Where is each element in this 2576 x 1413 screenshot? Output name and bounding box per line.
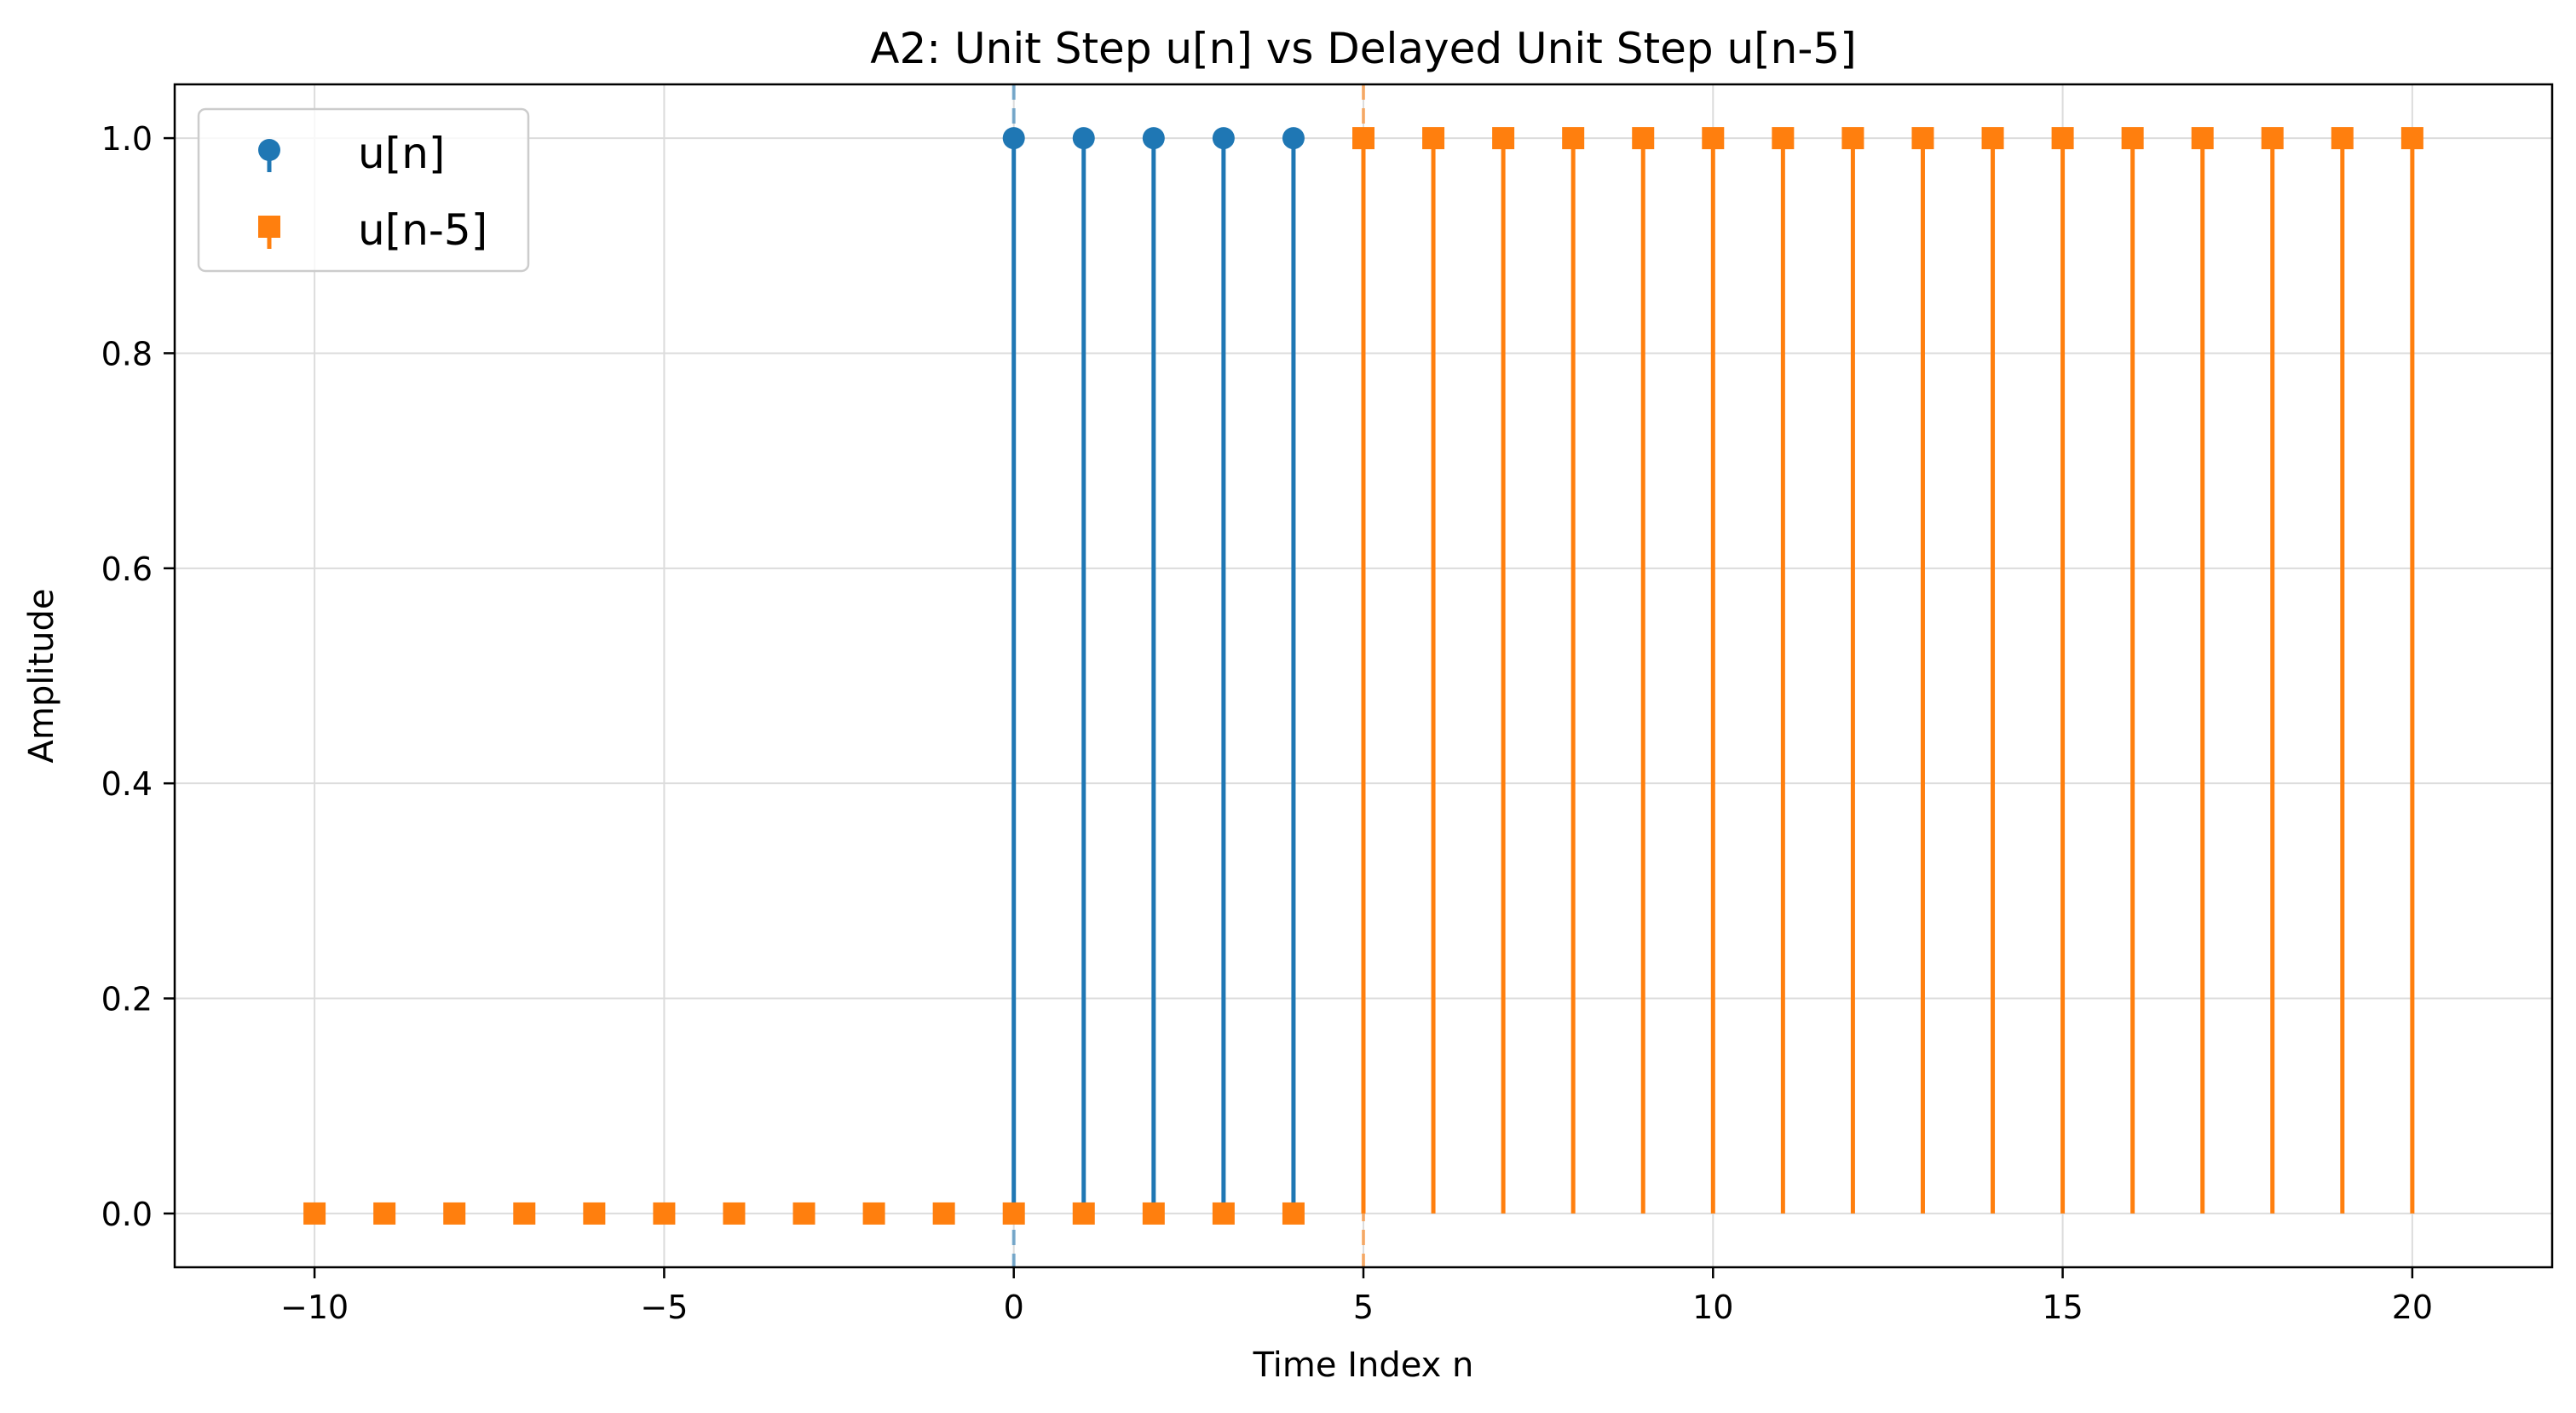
x-tick-label: 20 [2392,1289,2433,1326]
data-point [653,1202,676,1225]
data-point [932,1202,955,1225]
data-point [1492,127,1515,150]
legend-item-1: u[n] [258,129,445,178]
ticks: −10 −5 0 5 10 15 20 0.0 0.2 0.4 0.6 0.8 1.0 [101,120,2433,1326]
data-point [2051,127,2074,150]
data-point [1352,127,1374,150]
data-point [1002,127,1025,150]
data-point [303,1202,326,1225]
data-point [1562,127,1585,150]
series-2 [303,127,2423,1225]
data-point [583,1202,606,1225]
data-point [1422,127,1445,150]
data-point [1981,127,2004,150]
y-tick-label: 0.8 [101,335,153,372]
data-point [1072,1202,1095,1225]
data-point [1702,127,1725,150]
x-tick-label: −10 [280,1289,349,1326]
data-point [2331,127,2354,150]
data-point [2400,127,2423,150]
data-point [373,1202,396,1225]
legend: u[n] u[n-5] [197,107,530,273]
legend-marker [258,216,280,238]
legend-label: u[n] [358,129,445,178]
x-tick-label: 5 [1353,1289,1374,1326]
legend-item-2: u[n-5] [258,205,487,255]
data-point [2191,127,2214,150]
data-point [862,1202,885,1225]
y-axis-label: Amplitude [22,589,61,764]
data-point [723,1202,746,1225]
data-point [1841,127,1864,150]
y-tick-label: 0.4 [101,765,153,803]
legend-box [197,107,530,273]
data-point [443,1202,466,1225]
series-1 [1002,127,1305,1214]
x-tick-label: 15 [2042,1289,2083,1326]
x-tick-label: 0 [1004,1289,1024,1326]
y-tick-label: 0.6 [101,551,153,588]
x-axis-label: Time Index n [1253,1346,1474,1385]
data-point [1142,1202,1165,1225]
y-tick-label: 0.2 [101,981,153,1018]
legend-marker [258,139,280,161]
y-tick-label: 1.0 [101,120,153,158]
data-point [1212,127,1235,150]
series-layer [303,127,2423,1225]
data-point [1282,1202,1305,1225]
y-tick-label: 0.0 [101,1196,153,1233]
data-point [792,1202,815,1225]
data-point [1911,127,1934,150]
data-point [513,1202,536,1225]
data-point [1772,127,1795,150]
data-point [2261,127,2284,150]
data-point [1072,127,1095,150]
x-tick-label: −5 [640,1289,688,1326]
data-point [1002,1202,1025,1225]
data-point [1212,1202,1235,1225]
data-point [2121,127,2144,150]
data-point [1142,127,1165,150]
legend-label: u[n-5] [358,205,487,255]
x-tick-label: 10 [1692,1289,1733,1326]
data-point [1282,127,1305,150]
chart-title: A2: Unit Step u[n] vs Delayed Unit Step … [870,24,1856,73]
data-point [1632,127,1655,150]
